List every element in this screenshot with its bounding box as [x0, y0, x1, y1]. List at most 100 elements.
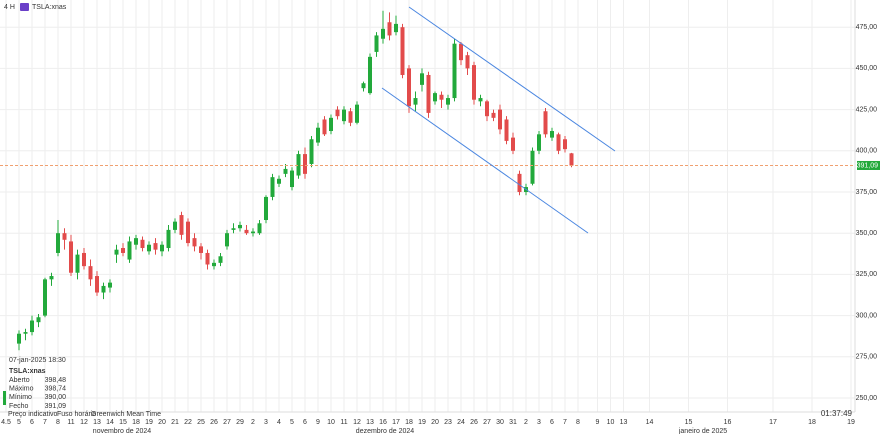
candle-body	[563, 139, 567, 150]
candle-body	[478, 98, 483, 102]
x-tick-label: 27	[483, 419, 491, 426]
candle-body	[316, 127, 320, 143]
x-tick-label: 23	[444, 419, 452, 426]
candle-body	[420, 73, 424, 85]
candle-body	[498, 109, 502, 130]
candle-body	[348, 111, 353, 123]
x-tick-label: 6	[550, 419, 554, 426]
info-value: 398,48	[45, 377, 67, 384]
x-tick-label: 10	[327, 419, 335, 426]
x-tick-label: 25	[197, 419, 205, 426]
candle-body	[465, 55, 470, 69]
candle-body	[368, 56, 372, 94]
info-datetime: 07-jan-2025 18:30	[9, 357, 66, 364]
x-tick-label: 15	[119, 419, 127, 426]
y-tick-label: 450,00	[856, 65, 878, 72]
candle-body	[511, 137, 515, 151]
candle-body	[199, 246, 203, 253]
info-rows: Aberto 398,48 Máximo 398,74 Mínimo 390,00 Fech…	[9, 377, 66, 410]
candle-body	[394, 23, 398, 33]
candle-body	[179, 215, 184, 235]
x-tick-label: 16	[379, 419, 387, 426]
candle-body	[30, 320, 34, 333]
x-tick-label: 16	[724, 419, 732, 426]
candle-body	[446, 98, 450, 105]
x-tick-label: 5	[290, 419, 294, 426]
candle-body	[82, 252, 86, 267]
x-tick-label: 17	[769, 419, 777, 426]
candle-body	[75, 254, 80, 273]
x-tick-label: 31	[509, 419, 517, 426]
candle-body	[17, 333, 21, 344]
x-tick-label: 12	[353, 419, 361, 426]
candle-body	[550, 131, 554, 138]
x-tick-label: 6	[30, 419, 34, 426]
candle-body	[192, 238, 197, 247]
x-tick-label: 15	[685, 419, 693, 426]
info-name: Mínimo	[9, 394, 32, 401]
candle-body	[277, 178, 281, 184]
x-tick-label: 3	[537, 419, 541, 426]
candle-body	[472, 65, 476, 100]
x-tick-label: 11	[67, 419, 74, 426]
x-tick-label: 20	[158, 419, 166, 426]
footer-item: Fuso horário	[57, 411, 96, 418]
candle-body	[212, 262, 216, 267]
candle-body	[121, 248, 125, 253]
candle-body	[335, 109, 340, 117]
candle-body	[251, 231, 255, 234]
y-tick-label: 325,00	[856, 271, 878, 278]
channel-upper	[408, 6, 616, 152]
candle-body	[355, 104, 359, 123]
x-tick-label: 9	[596, 419, 600, 426]
x-tick-label: 18	[808, 419, 816, 426]
interval: 4 H	[4, 4, 15, 11]
candle-body	[374, 35, 379, 52]
candle-body	[244, 229, 249, 234]
candle-body	[231, 228, 236, 230]
price-label-bg	[857, 160, 880, 170]
x-tick-label: 2	[251, 419, 255, 426]
candle-body	[134, 238, 138, 245]
y-tick-label: 250,00	[856, 395, 878, 402]
candle-body	[322, 119, 327, 135]
candle-body	[62, 233, 67, 240]
candle-body	[517, 173, 522, 192]
candle-body	[504, 119, 509, 141]
y-tick-label: 375,00	[856, 189, 878, 196]
x-tick-label: 7	[43, 419, 47, 426]
candle-body	[485, 101, 489, 117]
x-tick-label: 18	[405, 419, 413, 426]
x-tick-label: 3	[264, 419, 268, 426]
candle-body	[127, 241, 132, 260]
x-tick-label: 6	[303, 419, 307, 426]
info-marker	[3, 391, 6, 405]
candle-body	[186, 221, 190, 244]
x-tick-label: 2	[524, 419, 528, 426]
candle-body	[452, 43, 457, 99]
month-label: dezembro de 2024	[356, 428, 414, 434]
candle-body	[543, 111, 548, 135]
candle-body	[173, 221, 177, 230]
x-tick-label: 19	[847, 419, 855, 426]
y-tick-label: 350,00	[856, 230, 878, 237]
candle-body	[569, 153, 574, 166]
info-symbol: TSLA:xnas	[9, 368, 46, 375]
candle-body	[101, 285, 106, 293]
month-label: janeiro de 2025	[678, 428, 727, 434]
candle-body	[264, 196, 268, 221]
x-tick-label: 11	[340, 419, 347, 426]
candle-body	[147, 244, 151, 252]
x-tick-label: 4.5	[1, 419, 11, 426]
candle-body	[153, 243, 158, 250]
x-tick-label: 26	[470, 419, 478, 426]
badge	[20, 3, 29, 11]
x-tick-label: 19	[418, 419, 426, 426]
candle-body	[160, 244, 164, 252]
candle-body	[530, 150, 535, 184]
info-name: Aberto	[9, 377, 30, 384]
candle-body	[140, 239, 145, 249]
candle-body	[56, 233, 60, 253]
